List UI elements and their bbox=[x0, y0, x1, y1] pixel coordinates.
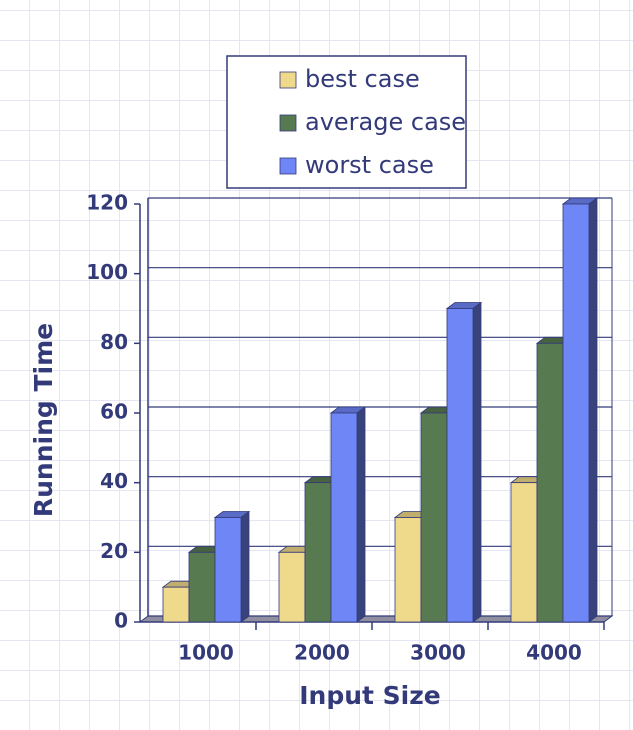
y-tick-label: 60 bbox=[100, 400, 128, 424]
y-tick-label: 0 bbox=[114, 609, 128, 633]
bar bbox=[304, 482, 332, 623]
bar-side bbox=[356, 406, 366, 623]
x-tick-label: 4000 bbox=[526, 641, 582, 665]
legend-box bbox=[226, 55, 467, 189]
y-tick-label: 20 bbox=[100, 539, 128, 563]
legend-label: worst case bbox=[305, 151, 434, 179]
x-tick-label: 3000 bbox=[410, 641, 466, 665]
bar bbox=[420, 412, 448, 623]
bar bbox=[162, 586, 190, 623]
y-tick-label: 40 bbox=[100, 469, 128, 493]
legend-label: best case bbox=[305, 65, 420, 93]
bar bbox=[188, 551, 216, 623]
bar-side bbox=[588, 197, 598, 623]
bar-side bbox=[472, 301, 482, 623]
y-tick-label: 100 bbox=[86, 260, 128, 284]
bar bbox=[510, 482, 538, 623]
bar bbox=[330, 412, 358, 623]
legend-swatch bbox=[279, 157, 297, 175]
y-tick-label: 120 bbox=[86, 191, 128, 215]
legend-swatch bbox=[279, 71, 297, 89]
bar bbox=[536, 342, 564, 623]
y-tick-label: 80 bbox=[100, 330, 128, 354]
bar bbox=[446, 308, 474, 623]
bar bbox=[394, 517, 422, 623]
x-axis-title: Input Size bbox=[299, 681, 441, 710]
bar-side bbox=[240, 510, 250, 623]
bar bbox=[214, 517, 242, 623]
legend-swatch bbox=[279, 114, 297, 132]
y-axis-title: Running Time bbox=[29, 323, 58, 517]
bar bbox=[562, 203, 590, 623]
bar bbox=[278, 551, 306, 623]
x-tick-label: 1000 bbox=[178, 641, 234, 665]
x-tick-label: 2000 bbox=[294, 641, 350, 665]
legend-label: average case bbox=[305, 108, 466, 136]
